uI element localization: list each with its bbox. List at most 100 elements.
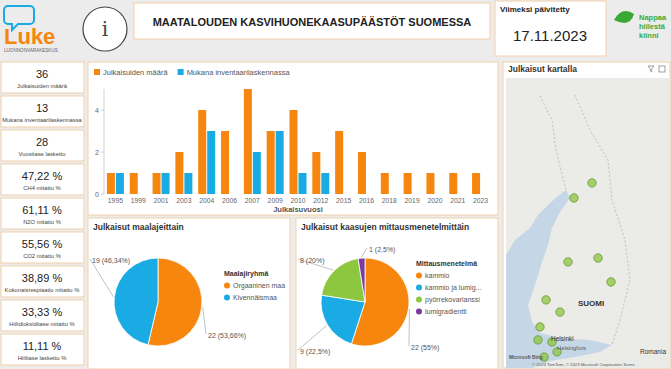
leader-line (90, 259, 113, 297)
bar (207, 131, 215, 194)
y-tick-label: 2 (95, 149, 99, 156)
kpi-label: CH4 mitattu % (23, 185, 60, 191)
x-tick-label: 2007 (245, 197, 260, 204)
bar (290, 110, 298, 194)
water (506, 190, 612, 368)
x-tick-label: 2020 (427, 197, 442, 204)
kpi-value: 55,56 % (22, 238, 63, 250)
bar (472, 173, 480, 194)
x-tick-label: 1995 (108, 197, 123, 204)
kpi-card (1, 62, 84, 93)
x-tick-label: 2012 (313, 197, 328, 204)
kpi-value: 38,89 % (22, 272, 63, 284)
pie-slice (321, 295, 365, 344)
map-area (506, 78, 669, 368)
pie-slice (114, 258, 158, 345)
legend-label: kammio (425, 272, 450, 279)
x-tick-label: 2015 (336, 197, 351, 204)
bar (107, 173, 115, 194)
legend-title: Mittausmenetelmä (416, 260, 477, 267)
border (575, 95, 630, 345)
logo-text: Luke (4, 24, 55, 49)
x-tick-label: 2004 (199, 197, 214, 204)
bar-panel (88, 62, 498, 215)
kpi-value: 11,11 % (23, 340, 62, 352)
kpi-card (1, 334, 84, 365)
legend-swatch (416, 285, 422, 291)
bar (481, 194, 489, 195)
kpi-value: 61,11 % (22, 204, 62, 216)
info-icon-text: i (102, 17, 108, 41)
pie-panel (296, 218, 498, 369)
bar (458, 194, 466, 195)
map-point (594, 254, 602, 262)
x-tick-label: 1999 (131, 197, 146, 204)
bar (367, 194, 375, 195)
data-label: 19 (46,34%) (92, 257, 130, 265)
map-provider: Microsoft Bing (509, 355, 543, 360)
header-bg (0, 0, 671, 58)
bar (184, 173, 192, 194)
legend-swatch (416, 273, 422, 279)
pie-slice (322, 259, 365, 302)
legend-label: Kivennäismaa (233, 294, 277, 301)
x-tick-label: 2003 (176, 197, 191, 204)
map-point (564, 258, 572, 266)
bar (230, 194, 238, 195)
data-label: 8 (20%) (300, 257, 325, 265)
x-tick-label: 2023 (473, 197, 488, 204)
bar (426, 173, 434, 194)
kpi-label: Mukana inventaarilaskennassa (2, 117, 82, 123)
land (506, 78, 669, 368)
kpi-label: Hiilidioksiditase mitattu % (9, 321, 74, 327)
leader-line (203, 307, 206, 334)
updated-label: Viimeksi päivitetty (500, 5, 570, 14)
partner-logo-text: kiinni (639, 31, 659, 40)
x-tick-label: 2019 (405, 197, 420, 204)
bar (344, 194, 352, 195)
map-point (556, 308, 564, 316)
map-point (534, 336, 542, 344)
legend-swatch (416, 297, 422, 303)
kpi-label: Julkaisuiden määrä (17, 83, 68, 89)
kpi-value: 36 (36, 68, 48, 80)
map-point (536, 323, 544, 331)
map-point (588, 179, 596, 187)
y-tick (101, 110, 104, 111)
partner-logo-text: Nappaa (639, 13, 667, 22)
kpi-card (1, 164, 84, 195)
kpi-card (1, 198, 84, 229)
bar (253, 152, 261, 194)
legend-label: lumigradientti (425, 308, 467, 316)
bar (312, 152, 320, 194)
partner-leaf (614, 11, 634, 23)
legend-label: kammio ja lumig... (425, 284, 481, 292)
data-label: 22 (55%) (411, 344, 439, 352)
filter-icon (648, 66, 654, 72)
x-tick-label: 2001 (153, 197, 168, 204)
map-panel (503, 62, 670, 368)
bar (116, 173, 124, 194)
kpi-value: 28 (36, 136, 48, 148)
title-box (134, 3, 490, 39)
bar (139, 194, 147, 195)
kpi-card (1, 300, 84, 331)
bar (198, 110, 206, 194)
map-label: Romania (640, 348, 666, 355)
legend-swatch (224, 295, 230, 301)
slices (114, 258, 202, 346)
x-tick-label: 2009 (268, 197, 283, 204)
bar (358, 152, 366, 194)
map-point (607, 278, 615, 286)
map-attribution: © 2023 TomTom, © 2023 Microsoft Corporat… (532, 362, 635, 367)
kpi-value: 13 (36, 102, 48, 114)
x-tick-label: 2021 (450, 197, 465, 204)
x-tick-label: 2010 (290, 197, 305, 204)
legend-label: Mukana inventaarilaskennassa (187, 68, 291, 77)
y-tick (101, 152, 104, 153)
bar (413, 194, 421, 195)
bar (175, 152, 183, 194)
y-tick-label: 4 (95, 107, 99, 114)
kpi-label: Kokonaisrespiaatio mitattu % (5, 287, 80, 293)
map-label: Helsinki (551, 335, 574, 342)
